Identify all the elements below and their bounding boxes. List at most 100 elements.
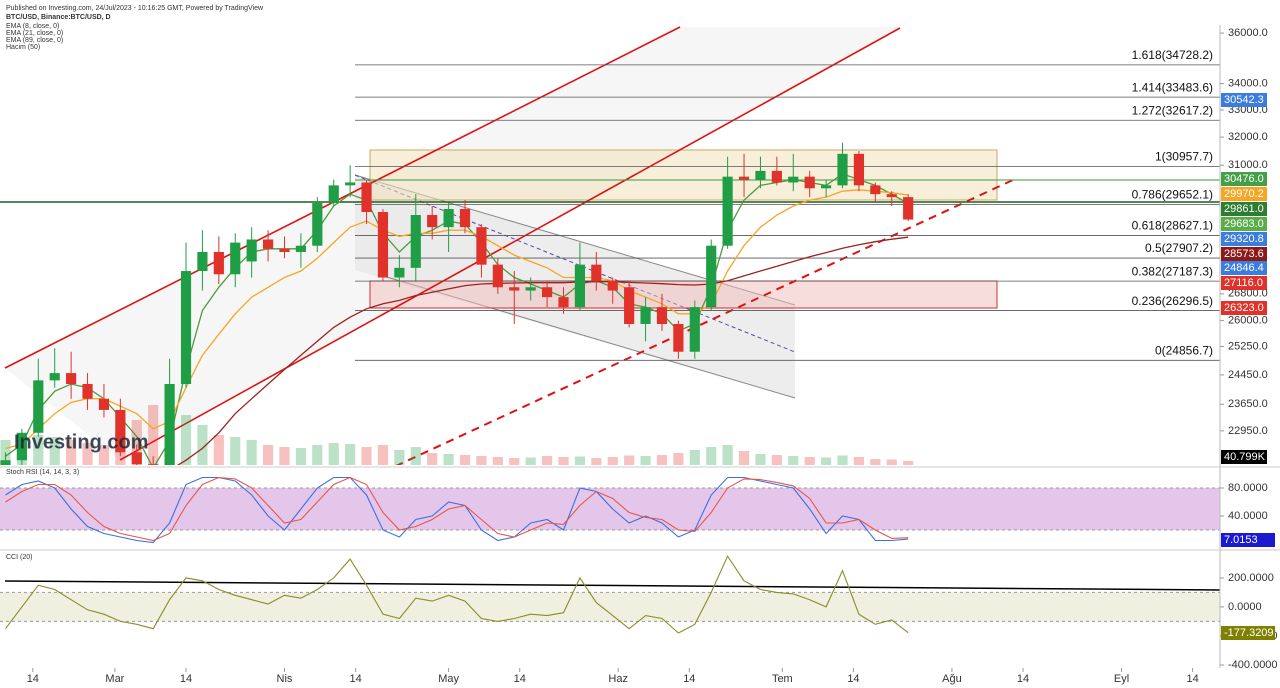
support-box bbox=[369, 280, 998, 309]
resistance-box bbox=[369, 149, 998, 201]
price-tag bbox=[1221, 261, 1267, 275]
price-pane: 1.618(34728.2) 1.414(33483.6) 1.272(32617.… bbox=[0, 26, 1220, 465]
candle-body bbox=[903, 197, 914, 220]
x-tick-label: 14 bbox=[514, 673, 526, 685]
volume-bar bbox=[788, 456, 799, 465]
fib-label: 1(30957.7) bbox=[1155, 150, 1213, 164]
price-tag-label: 40.799K bbox=[1224, 451, 1266, 463]
volume-bar bbox=[427, 453, 438, 465]
pane-title: Stoch RSI (14, 14, 3, 3) bbox=[6, 469, 79, 476]
y-tick-label: 24450.0 bbox=[1228, 369, 1268, 381]
candle-body bbox=[738, 176, 750, 180]
value-tag bbox=[1221, 533, 1275, 547]
fib-label: 0.618(28627.1) bbox=[1132, 219, 1213, 233]
candle-body bbox=[33, 380, 44, 433]
y-tick-label: 31000.0 bbox=[1228, 159, 1268, 171]
volume-bar bbox=[131, 420, 142, 465]
price-tag bbox=[1221, 172, 1267, 186]
value-tag-label: 7.0153 bbox=[1224, 534, 1258, 546]
volume-bar bbox=[33, 435, 44, 465]
trend-line bbox=[119, 27, 901, 461]
candle-body bbox=[558, 297, 569, 308]
candle-body bbox=[656, 307, 668, 325]
candle-body bbox=[607, 280, 618, 291]
band bbox=[0, 592, 1220, 622]
volume-bar bbox=[738, 451, 750, 465]
volume-bar bbox=[312, 445, 323, 465]
candle-body bbox=[591, 264, 602, 281]
candle-body bbox=[180, 271, 192, 384]
candle-body bbox=[164, 383, 175, 465]
price-tag bbox=[1221, 450, 1267, 464]
volume-bar bbox=[804, 457, 815, 465]
candle-body bbox=[804, 176, 815, 189]
band bbox=[0, 487, 1220, 531]
candle-body bbox=[410, 215, 421, 268]
candle-body bbox=[230, 242, 241, 275]
volume-bar bbox=[459, 455, 471, 465]
y-tick-label: 23650.0 bbox=[1228, 398, 1268, 410]
candle-body bbox=[574, 264, 585, 308]
legend-entry: EMA (8, close, 0) bbox=[6, 23, 59, 30]
ema-line bbox=[176, 236, 909, 465]
volume-bar bbox=[903, 460, 914, 465]
candle-body bbox=[0, 460, 11, 465]
volume-bar bbox=[262, 445, 274, 465]
candle-body bbox=[853, 153, 865, 186]
trend-line bbox=[4, 580, 1220, 591]
volume-bar bbox=[328, 443, 339, 465]
candle-body bbox=[115, 409, 126, 453]
price-tag bbox=[1221, 93, 1267, 107]
candle-body bbox=[525, 287, 536, 291]
volume-bar bbox=[722, 445, 733, 465]
price-tag bbox=[1221, 202, 1267, 216]
volume-bar bbox=[492, 457, 503, 465]
volume-bar bbox=[295, 448, 306, 465]
candle-body bbox=[771, 170, 782, 183]
volume-bar bbox=[525, 457, 536, 465]
x-tick-label: Mar bbox=[105, 673, 124, 685]
volume-bar bbox=[624, 455, 635, 465]
candle-body bbox=[624, 287, 635, 325]
y-tick-label: -400.0000 bbox=[1228, 659, 1278, 671]
price-tag-label: 24846.4 bbox=[1224, 262, 1264, 274]
candle-body bbox=[295, 245, 306, 252]
price-tag bbox=[1221, 232, 1267, 246]
y-tick-label: 26800.0 bbox=[1228, 288, 1268, 300]
price-tag-label: 29970.2 bbox=[1224, 188, 1264, 200]
candle-body bbox=[197, 251, 208, 272]
price-tag-label: 28573.6 bbox=[1224, 248, 1264, 260]
fib-label: 0.382(27187.3) bbox=[1132, 264, 1213, 278]
fib-label: 1.618(34728.2) bbox=[1132, 48, 1213, 62]
y-tick-label: 32000.0 bbox=[1228, 131, 1268, 143]
fib-label: 0(24856.7) bbox=[1155, 344, 1213, 358]
volume-bar bbox=[197, 425, 208, 465]
volume-bar bbox=[279, 447, 290, 465]
volume-bar bbox=[345, 444, 356, 465]
volume-bar bbox=[394, 450, 405, 465]
legend-entry: Hacim (50) bbox=[6, 44, 40, 51]
volume-bar bbox=[246, 440, 257, 465]
y-tick-label: 80.0000 bbox=[1228, 482, 1268, 494]
candle-body bbox=[722, 176, 733, 246]
candle-body bbox=[476, 227, 487, 265]
volume-bar bbox=[853, 457, 865, 465]
ema-line bbox=[5, 173, 909, 465]
y-tick-label: 22950.0 bbox=[1228, 425, 1268, 437]
price-tag bbox=[1221, 301, 1267, 315]
price-tag-label: 26323.0 bbox=[1224, 302, 1264, 314]
ema-line bbox=[5, 189, 909, 450]
x-tick-label: 14 bbox=[27, 673, 39, 685]
candle-body bbox=[312, 203, 323, 246]
volume-bar bbox=[689, 450, 700, 465]
volume-bar bbox=[361, 447, 372, 465]
fib-label: 1.414(33483.6) bbox=[1132, 80, 1213, 94]
candle-body bbox=[459, 209, 471, 228]
price-tag bbox=[1221, 276, 1267, 290]
x-tick-label: Tem bbox=[772, 673, 793, 685]
volume-bar bbox=[98, 445, 110, 465]
price-tag bbox=[1221, 247, 1267, 261]
legend-entry: EMA (21, close, 0) bbox=[6, 30, 63, 37]
volume-bar bbox=[706, 447, 717, 465]
candle-body bbox=[541, 287, 553, 298]
